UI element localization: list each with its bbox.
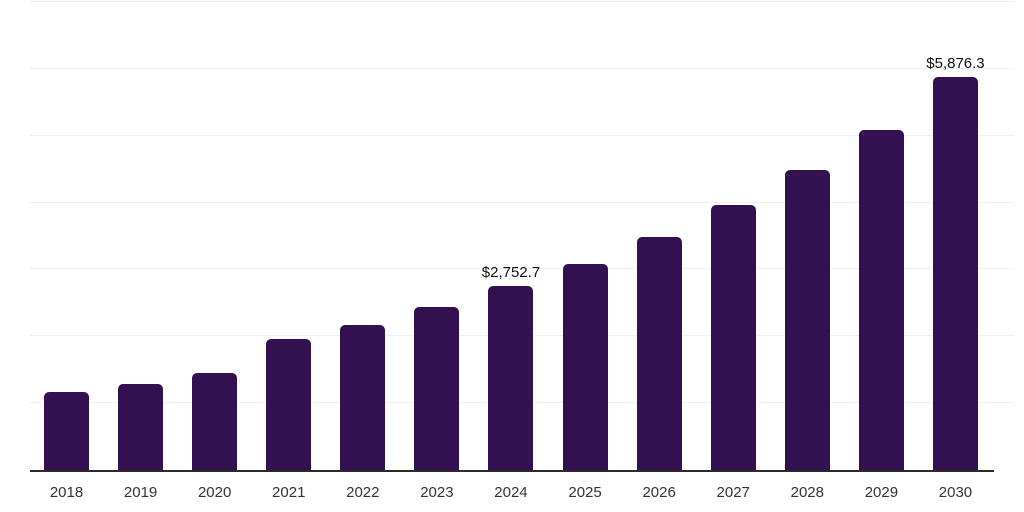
bar-2018 xyxy=(44,392,89,470)
bar-2023 xyxy=(414,307,460,470)
bar-2028 xyxy=(784,169,830,470)
x-tick-label-2018: 2018 xyxy=(49,484,84,501)
gridline xyxy=(30,134,1014,136)
x-tick-label-2020: 2020 xyxy=(197,484,232,501)
bar-2026 xyxy=(636,236,682,470)
gridline xyxy=(30,201,1014,203)
gridline xyxy=(30,67,1014,69)
x-tick-label-2029: 2029 xyxy=(864,484,899,501)
gridline xyxy=(30,268,1014,270)
x-tick-label-2030: 2030 xyxy=(938,484,973,501)
bar-2027 xyxy=(710,204,756,470)
x-axis-line xyxy=(30,470,994,472)
bar-2029 xyxy=(858,129,904,470)
x-tick-label-2022: 2022 xyxy=(346,484,380,501)
data-label-2030: $5,876.3 xyxy=(926,55,985,73)
bar-2020 xyxy=(192,372,238,470)
plot-area: $2,752.7 $5,876.3 xyxy=(30,1,1014,472)
bar-2022 xyxy=(340,324,386,470)
x-tick-label-2028: 2028 xyxy=(790,484,824,501)
bar-2024 xyxy=(488,285,534,470)
bar-2021 xyxy=(266,339,312,470)
bar-2030 xyxy=(932,77,978,470)
x-tick-label-2026: 2026 xyxy=(642,484,676,501)
gridline xyxy=(30,1,1014,2)
x-tick-label-2021: 2021 xyxy=(272,484,306,501)
x-tick-label-2019: 2019 xyxy=(123,484,158,501)
x-tick-label-2025: 2025 xyxy=(568,484,602,501)
x-tick-label-2024: 2024 xyxy=(494,484,528,501)
data-label-2024: $2,752.7 xyxy=(481,263,541,281)
bar-2025 xyxy=(562,263,608,470)
x-tick-label-2027: 2027 xyxy=(716,484,750,501)
bar-2019 xyxy=(118,383,164,470)
x-tick-label-2023: 2023 xyxy=(420,484,454,501)
x-axis-labels: 2018 2019 2020 2021 2022 2023 2024 2025 2026 2027… xyxy=(0,484,1024,508)
